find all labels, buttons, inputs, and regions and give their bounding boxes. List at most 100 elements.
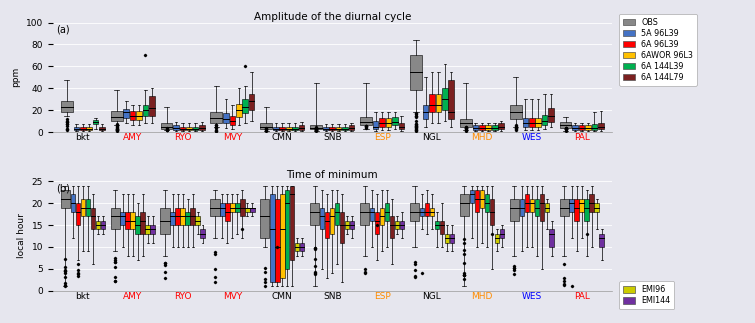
Text: (b): (b) — [56, 183, 69, 193]
Bar — [345, 221, 350, 229]
Bar — [245, 208, 250, 212]
Bar — [250, 208, 254, 212]
Bar — [130, 111, 135, 120]
Bar — [275, 199, 279, 282]
Bar — [436, 94, 441, 112]
Bar — [185, 212, 190, 225]
Bar — [290, 186, 294, 260]
Bar — [292, 127, 298, 130]
Bar — [135, 216, 140, 234]
Bar — [96, 221, 100, 229]
Bar — [500, 229, 504, 238]
Bar — [410, 56, 422, 90]
Bar — [199, 125, 205, 130]
Bar — [111, 208, 120, 229]
Bar — [473, 125, 478, 130]
Bar — [448, 79, 454, 119]
Bar — [336, 127, 341, 130]
Bar — [470, 190, 474, 203]
Bar — [395, 221, 399, 229]
Bar — [286, 127, 291, 130]
Bar — [330, 208, 334, 234]
Bar — [569, 199, 574, 212]
Bar — [575, 199, 579, 221]
Bar — [270, 194, 275, 282]
Bar — [236, 203, 239, 212]
Bar — [175, 208, 180, 225]
Bar — [375, 212, 379, 234]
Bar — [579, 125, 584, 130]
Bar — [400, 221, 404, 229]
Bar — [323, 127, 328, 130]
Bar — [100, 221, 105, 229]
Bar — [310, 125, 322, 129]
Bar — [190, 208, 195, 225]
Bar — [260, 199, 270, 238]
Bar — [460, 119, 472, 127]
Bar — [572, 125, 578, 130]
Bar — [550, 229, 554, 247]
Bar — [230, 203, 235, 212]
Bar — [161, 208, 170, 234]
Bar — [475, 190, 479, 212]
Bar — [240, 199, 245, 216]
Bar — [93, 120, 98, 124]
Bar — [535, 118, 541, 127]
Bar — [429, 94, 435, 112]
Bar — [525, 194, 529, 212]
Bar — [99, 127, 105, 130]
Bar — [435, 221, 439, 229]
Bar — [86, 127, 92, 130]
Bar — [91, 208, 95, 229]
Bar — [143, 105, 148, 116]
Bar — [490, 199, 494, 225]
Bar — [200, 229, 205, 238]
Bar — [548, 108, 554, 122]
Bar — [180, 127, 186, 130]
Bar — [136, 111, 142, 120]
Bar — [510, 105, 522, 119]
Bar — [123, 109, 129, 118]
Bar — [579, 199, 584, 212]
Legend: OBS, 5A 96L39, 6A 96L39, 6AWOR 96L3, 6A 144L39, 6A 144L79: OBS, 5A 96L39, 6A 96L39, 6AWOR 96L3, 6A … — [619, 14, 697, 86]
Bar — [380, 208, 384, 225]
Bar — [590, 194, 593, 212]
Y-axis label: local hour: local hour — [17, 214, 26, 258]
Bar — [325, 212, 329, 238]
Bar — [492, 125, 498, 130]
Bar — [479, 190, 484, 208]
Bar — [236, 104, 242, 117]
Bar — [161, 123, 172, 129]
Bar — [329, 127, 335, 130]
Bar — [540, 194, 544, 221]
Bar — [544, 203, 549, 212]
Bar — [420, 208, 424, 216]
Bar — [495, 234, 499, 243]
Bar — [220, 203, 225, 216]
Y-axis label: ppm: ppm — [11, 67, 20, 88]
Bar — [81, 199, 85, 216]
Bar — [430, 208, 434, 216]
Bar — [340, 212, 344, 243]
Bar — [76, 203, 80, 225]
Bar — [598, 123, 604, 129]
Bar — [146, 225, 149, 234]
Legend: EMI96, EMI144: EMI96, EMI144 — [619, 281, 674, 309]
Bar — [260, 123, 273, 129]
Bar — [279, 127, 285, 130]
Bar — [360, 203, 369, 225]
Bar — [150, 225, 155, 234]
Bar — [519, 199, 524, 216]
Bar — [211, 112, 222, 123]
Bar — [439, 221, 444, 234]
Bar — [450, 234, 454, 243]
Bar — [479, 125, 485, 130]
Bar — [80, 127, 85, 130]
Bar — [73, 127, 79, 130]
Bar — [386, 118, 391, 127]
Bar — [594, 203, 599, 212]
Bar — [392, 117, 398, 125]
Bar — [295, 243, 300, 251]
Bar — [559, 122, 572, 128]
Bar — [180, 208, 185, 225]
